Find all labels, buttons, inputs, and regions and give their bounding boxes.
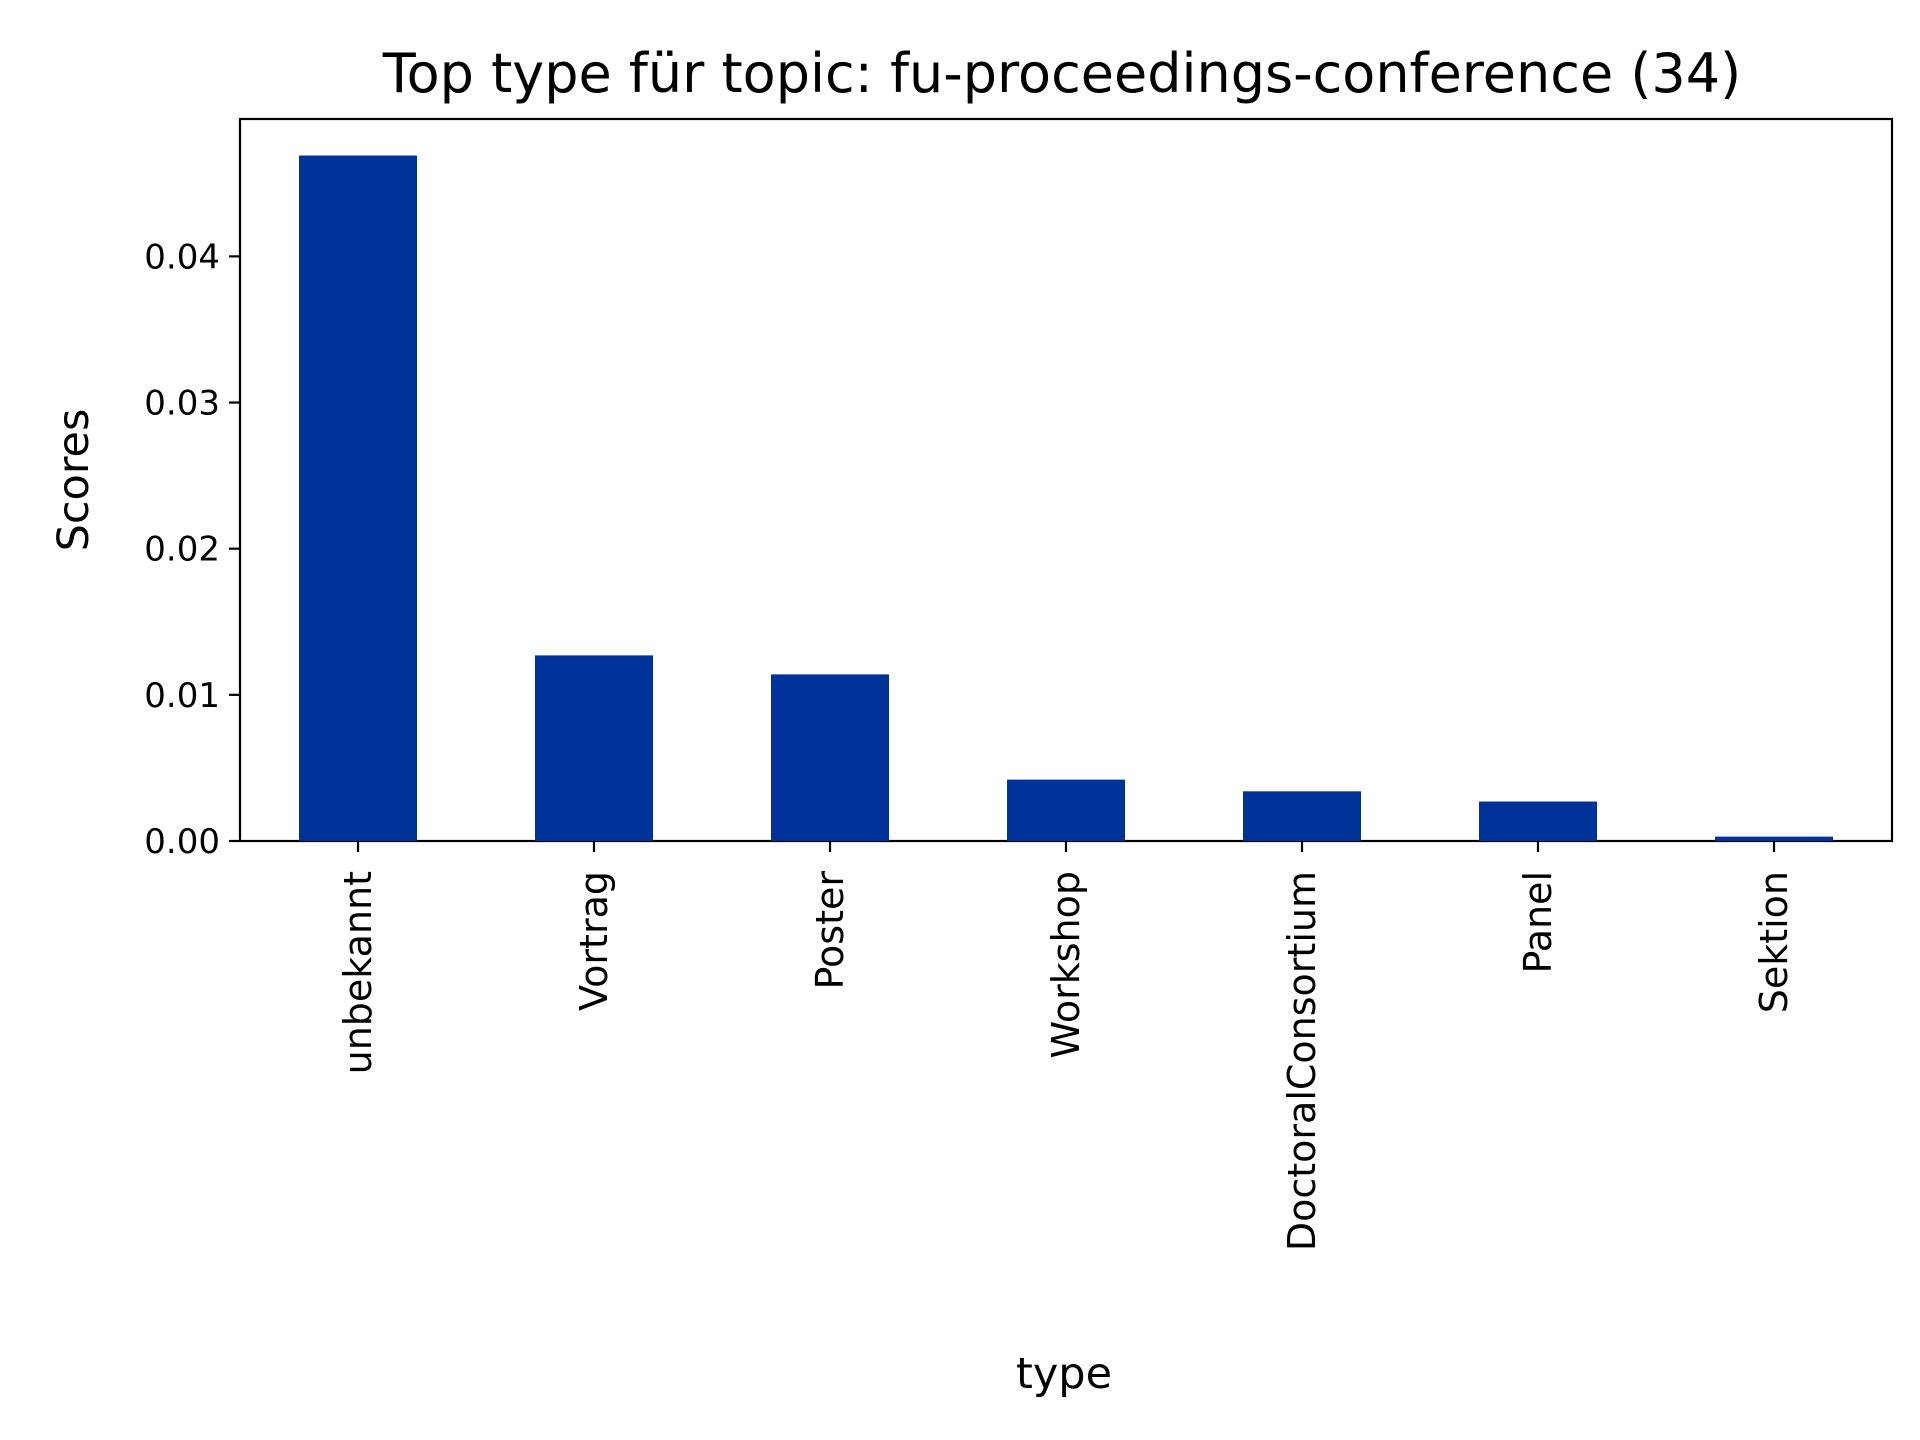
bar-panel: [1479, 801, 1597, 841]
bars-group: [299, 155, 1833, 842]
y-tick-label: 0.02: [144, 530, 220, 570]
bar-vortrag: [535, 655, 653, 841]
x-tick-label-doctoralconsortium: DoctoralConsortium: [1280, 871, 1324, 1251]
y-axis-title: Scores: [49, 409, 99, 552]
x-tick-label-vortrag: Vortrag: [572, 871, 616, 1011]
bar-doctoralconsortium: [1243, 791, 1361, 841]
plot-area-frame: [238, 117, 1894, 843]
y-tick-label: 0.03: [144, 384, 220, 424]
y-tick-label: 0.01: [144, 676, 220, 716]
bar-poster: [771, 674, 889, 841]
x-tick-label-poster: Poster: [808, 871, 852, 990]
bar-unbekannt: [299, 155, 417, 842]
chart-title: Top type für topic: fu-proceedings-confe…: [382, 42, 1741, 105]
bar-sektion: [1715, 836, 1833, 841]
y-tick-label: 0.00: [144, 822, 220, 862]
bar-workshop: [1007, 779, 1125, 841]
x-tick-label-workshop: Workshop: [1044, 871, 1088, 1058]
x-tick-label-sektion: Sektion: [1752, 871, 1796, 1013]
x-axis: unbekannt Vortrag Poster Workshop DoctoralCo…: [336, 841, 1796, 1251]
x-axis-title: type: [1016, 1349, 1112, 1399]
y-tick-label: 0.04: [144, 237, 220, 277]
x-tick-label-panel: Panel: [1516, 871, 1560, 974]
x-tick-label-unbekannt: unbekannt: [336, 871, 380, 1074]
y-axis: 0.00 0.01 0.02 0.03 0.04: [144, 237, 240, 862]
